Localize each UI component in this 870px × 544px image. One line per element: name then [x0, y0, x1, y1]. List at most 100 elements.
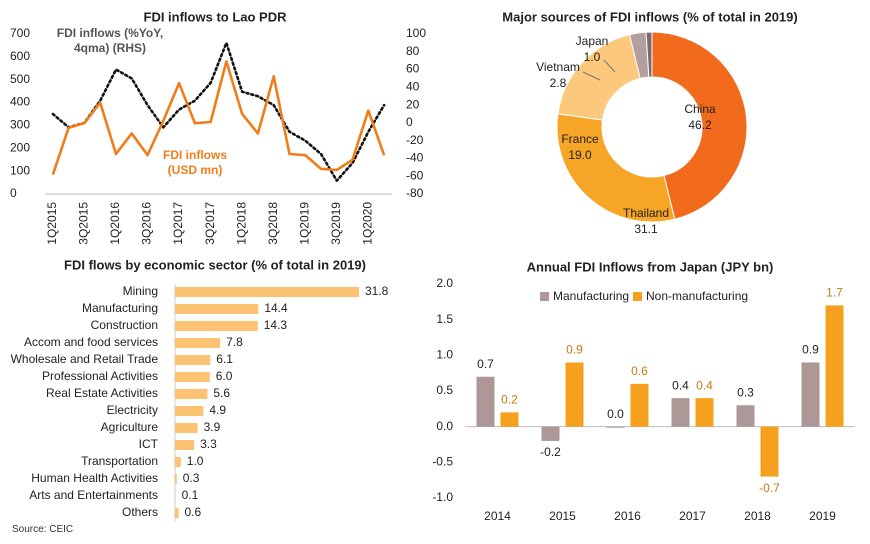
value-label: 0.1	[182, 488, 199, 502]
x-tick-label: 1Q2020	[361, 202, 375, 245]
y2-tick-label: 40	[406, 80, 420, 94]
bar	[175, 440, 195, 450]
source-note: Source: CEIC	[12, 524, 74, 535]
y-tick-label: 1.0	[436, 348, 453, 362]
y-tick-label: 0.5	[436, 383, 453, 397]
value-label: 14.3	[264, 318, 288, 332]
value-label: -0.2	[540, 445, 561, 459]
legend-label: Manufacturing	[553, 289, 629, 303]
slice-value: 1.0	[584, 50, 601, 64]
bar	[541, 426, 560, 441]
y2-tick-label: 0	[406, 115, 413, 129]
bar	[760, 426, 779, 477]
value-label: 0.0	[607, 407, 624, 421]
y2-tick-label: -40	[406, 151, 424, 165]
bar	[175, 355, 211, 365]
bar	[565, 362, 584, 427]
y-tick-label: 200	[10, 140, 30, 154]
x-tick-label: 1Q2015	[45, 202, 59, 245]
y2-tick-label: 20	[406, 97, 420, 111]
x-tick-label: 2016	[614, 509, 641, 523]
bar	[175, 321, 258, 331]
legend-swatch	[633, 292, 642, 301]
slice-name: Vietnam	[536, 60, 580, 74]
category-label: Arts and Entertainments	[29, 488, 158, 502]
y-tick-label: 0.0	[436, 419, 453, 433]
series-line	[51, 41, 386, 182]
category-label: ICT	[139, 437, 159, 451]
bar	[175, 287, 359, 297]
y2-tick-label: 100	[406, 26, 426, 40]
category-label: Mining	[123, 284, 158, 298]
x-tick-label: 2015	[549, 509, 576, 523]
value-label: 0.2	[501, 393, 518, 407]
slice-value: 19.0	[568, 148, 592, 162]
value-label: 7.8	[226, 335, 243, 349]
x-tick-label: 3Q2017	[203, 202, 217, 245]
category-label: Agriculture	[101, 420, 159, 434]
x-tick-label: 2019	[809, 509, 836, 523]
value-label: 0.4	[696, 378, 713, 392]
slice-value: 46.2	[688, 118, 712, 132]
value-label: 1.7	[826, 286, 843, 300]
value-label: -0.7	[759, 481, 780, 495]
series-label: FDI inflows (%YoY, 4qma) (RHS)	[56, 26, 164, 55]
y-tick-label: 600	[10, 49, 30, 63]
y-tick-label: 1.5	[436, 312, 453, 326]
bar	[175, 304, 259, 314]
category-label: Human Health Activities	[31, 471, 158, 485]
y-tick-label: 300	[10, 118, 30, 132]
bar	[175, 457, 181, 467]
value-label: 31.8	[365, 284, 389, 298]
y2-tick-label: -80	[406, 186, 424, 200]
chart-title: Major sources of FDI inflows (% of total…	[502, 9, 797, 24]
leader	[603, 59, 616, 73]
bar	[175, 389, 208, 399]
slice-name: China	[684, 102, 716, 116]
value-label: 0.7	[477, 357, 494, 371]
bar	[801, 362, 820, 427]
slice-value: 2.8	[550, 76, 567, 90]
category-label: Wholesale and Retail Trade	[11, 352, 159, 366]
value-label: 14.4	[264, 301, 288, 315]
value-label: 0.6	[184, 505, 201, 519]
bar	[825, 305, 844, 427]
y2-tick-label: 80	[406, 44, 420, 58]
y-tick-label: 0	[10, 186, 17, 200]
x-tick-label: 2014	[484, 509, 511, 523]
value-label: 3.9	[204, 420, 221, 434]
x-tick-label: 3Q2015	[77, 202, 91, 245]
category-label: Real Estate Activities	[46, 386, 158, 400]
bar	[175, 372, 210, 382]
legend-swatch	[540, 292, 549, 301]
category-label: Accom and food services	[24, 335, 158, 349]
y-tick-label: 400	[10, 95, 30, 109]
bar	[630, 383, 649, 427]
category-label: Professional Activities	[42, 369, 158, 383]
x-tick-label: 2018	[744, 509, 771, 523]
x-tick-label: 1Q2018	[234, 202, 248, 245]
bar	[175, 338, 221, 348]
value-label: 6.1	[216, 352, 233, 366]
y-tick-label: 100	[10, 163, 30, 177]
category-label: Transportation	[81, 454, 158, 468]
value-label: 0.9	[566, 343, 583, 357]
series-label: FDI inflows (USD mn)	[163, 148, 227, 177]
y-tick-label: 500	[10, 72, 30, 86]
bar	[175, 423, 198, 433]
value-label: 3.3	[200, 437, 217, 451]
bar	[175, 474, 177, 484]
legend-label: Non-manufacturing	[646, 289, 748, 303]
pie-slice	[556, 113, 676, 223]
y2-tick-label: 60	[406, 62, 420, 76]
pie-slice	[645, 31, 653, 78]
value-label: 4.9	[209, 403, 226, 417]
value-label: 6.0	[216, 369, 233, 383]
chart-title: Annual FDI Inflows from Japan (JPY bn)	[527, 259, 774, 274]
y2-tick-label: -20	[406, 133, 424, 147]
bar	[476, 376, 495, 427]
value-label: 0.9	[802, 343, 819, 357]
bar	[175, 491, 176, 501]
x-tick-label: 3Q2016	[140, 202, 154, 245]
y-tick-label: -1.0	[432, 490, 453, 504]
